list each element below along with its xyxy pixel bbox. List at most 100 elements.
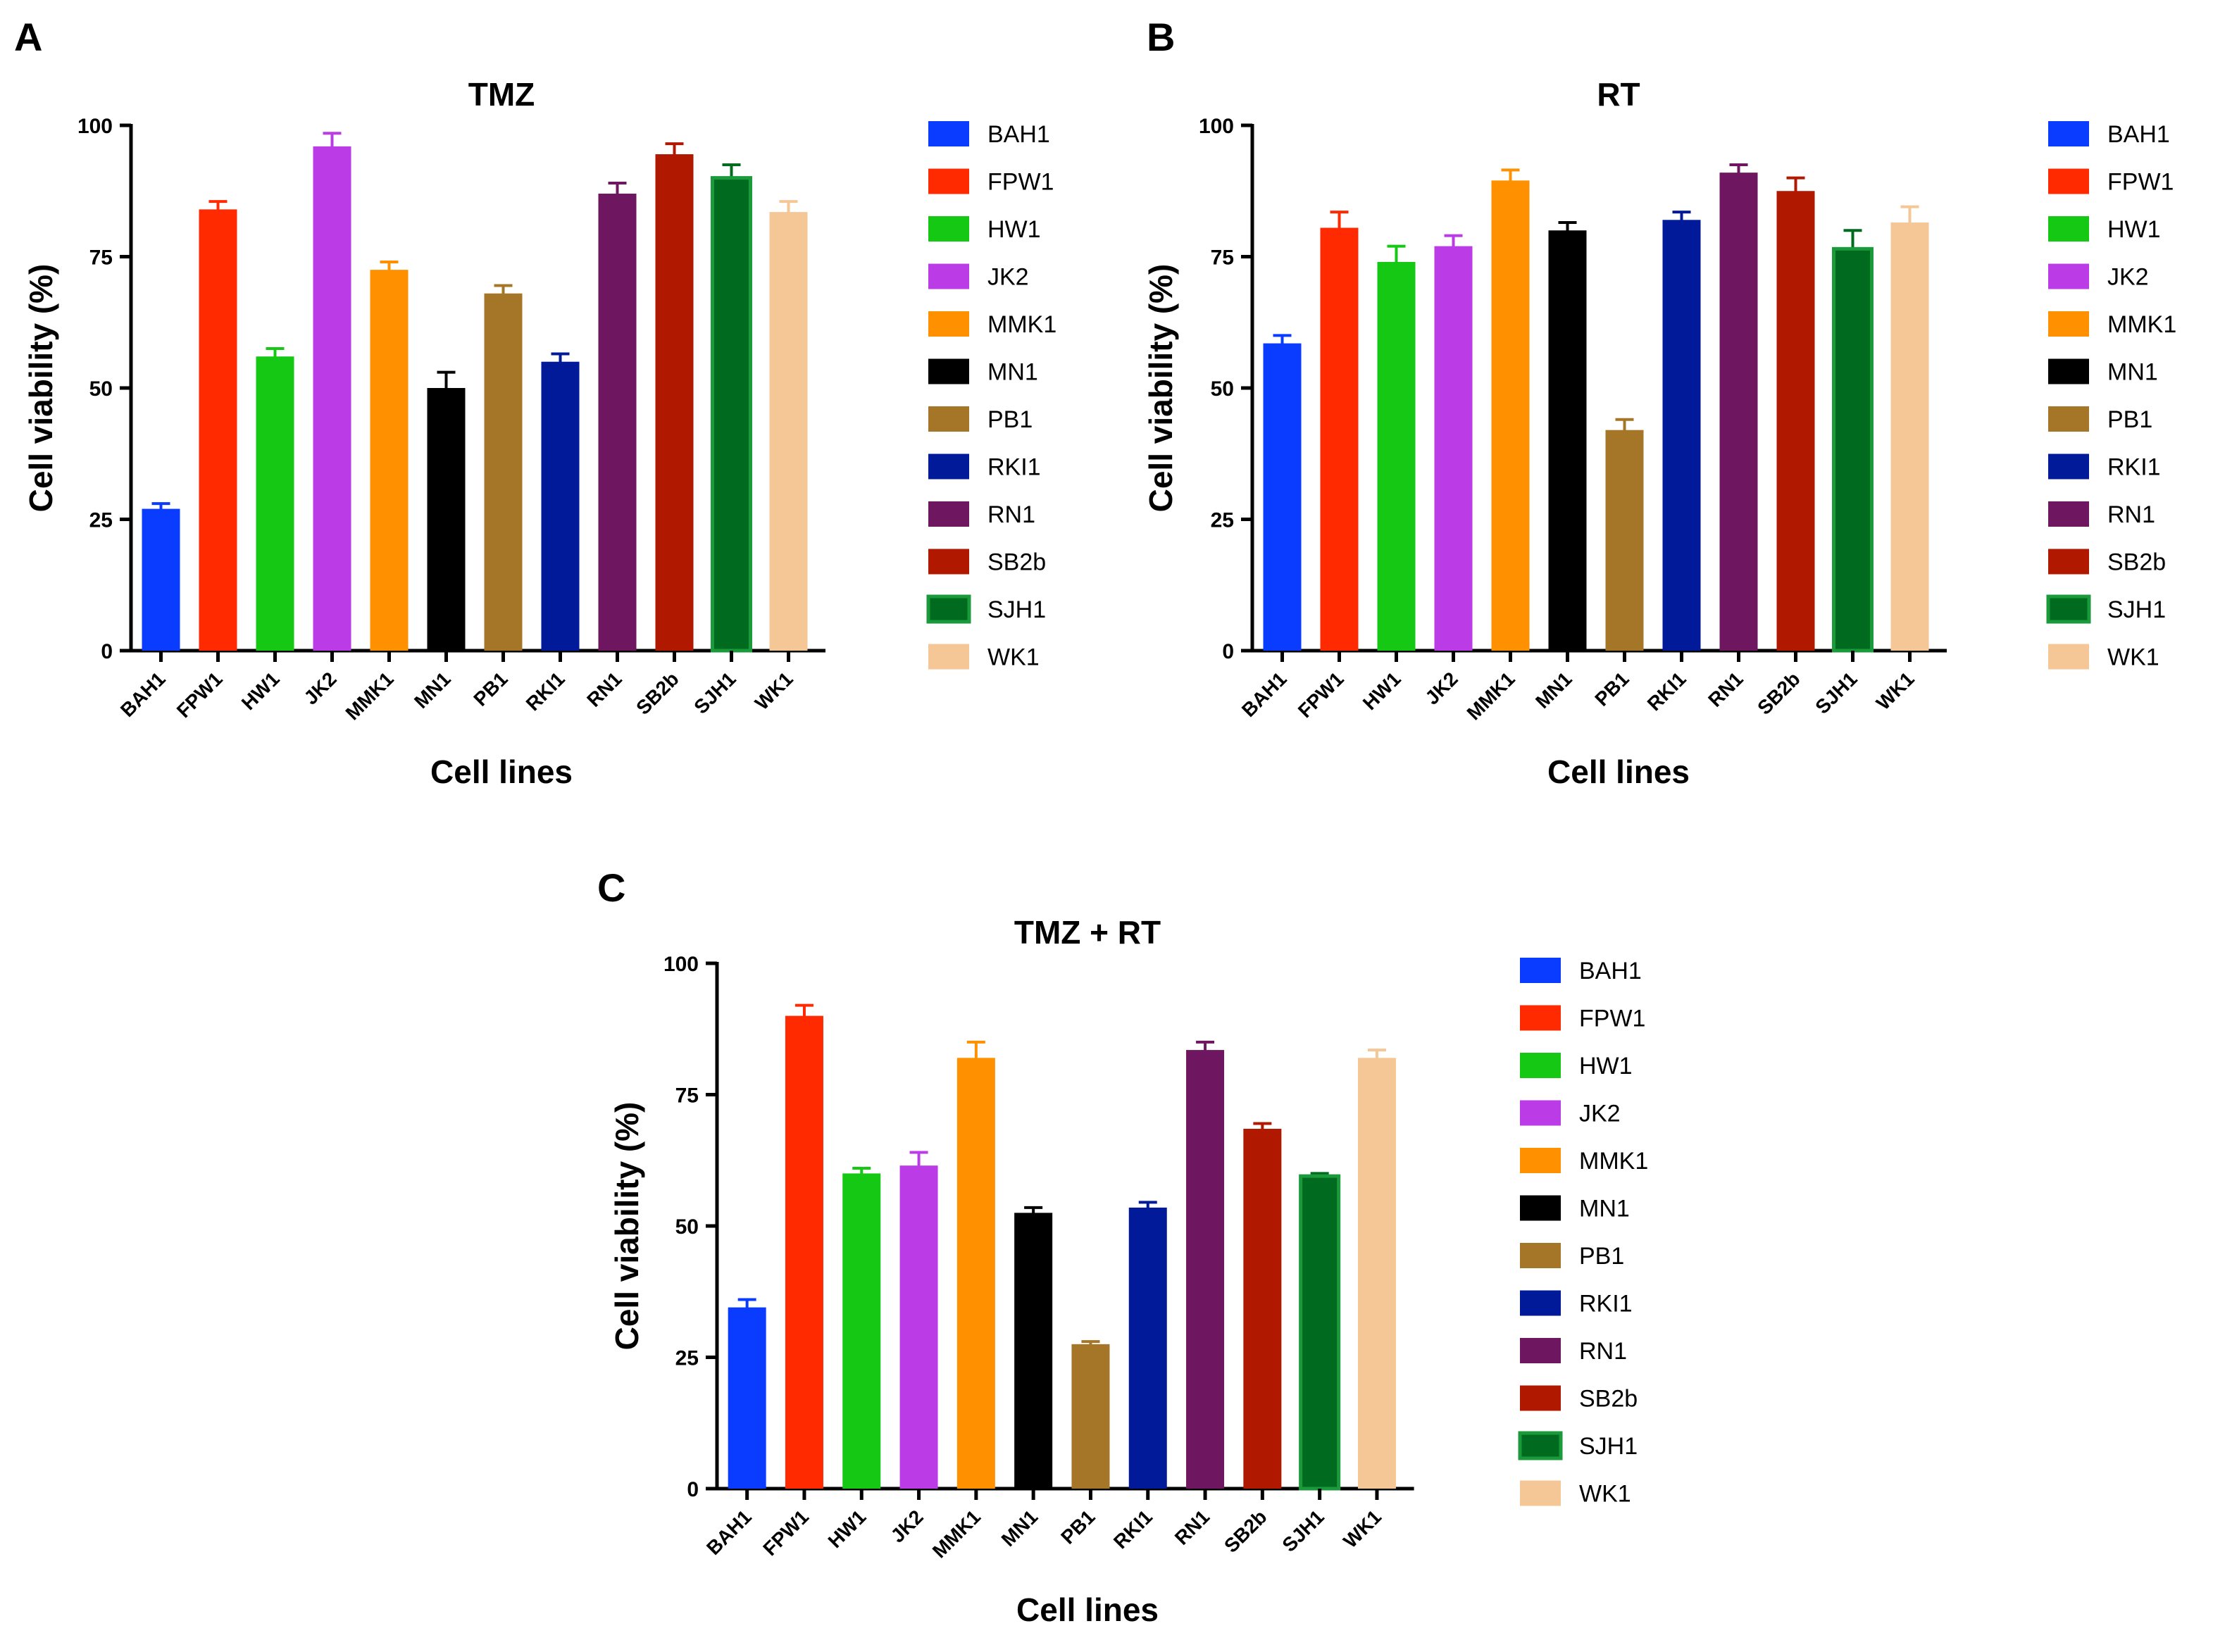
x-category-label: SB2b [632, 668, 683, 719]
x-category-label: HW1 [824, 1506, 871, 1552]
legend-label: BAH1 [1579, 958, 1642, 984]
x-category-label: MN1 [997, 1506, 1042, 1551]
legend-label: SJH1 [987, 596, 1046, 623]
legend-label: MMK1 [1579, 1148, 1648, 1175]
bar-rn1 [1186, 1050, 1225, 1489]
bar-sb2b [655, 154, 694, 651]
legend-label: WK1 [2107, 644, 2159, 671]
x-category-label: HW1 [1359, 668, 1405, 714]
x-category-label: SJH1 [1811, 668, 1861, 718]
y-axis-label: Cell viability (%) [609, 1102, 645, 1351]
legend-swatch-sjh1 [1518, 1431, 1563, 1460]
x-category-label: WK1 [1872, 668, 1919, 714]
x-category-label: PB1 [1590, 668, 1633, 710]
legend-swatch-pb1 [2048, 406, 2089, 432]
bar-sjh1 [711, 176, 752, 653]
legend-swatch-mn1 [928, 358, 969, 384]
x-category-label: MN1 [410, 668, 455, 713]
legend-swatch-rn1 [1520, 1338, 1561, 1363]
x-category-label: WK1 [751, 668, 797, 714]
bar-rki1 [1128, 1207, 1167, 1489]
legend-label: BAH1 [987, 121, 1050, 148]
bar-wk1 [769, 212, 808, 651]
legend-swatch-fpw1 [1520, 1005, 1561, 1031]
x-category-label: MMK1 [342, 668, 398, 724]
legend: BAH1 FPW1 HW1 JK2 MMK1 MN1 PB1 RKI1 RN1 SB2b SJH1 W… [2046, 121, 2176, 671]
legend-swatch-rn1 [928, 501, 969, 527]
legend-swatch-bah1 [1520, 958, 1561, 983]
bar-sb2b [1243, 1128, 1282, 1489]
y-tick-label: 100 [663, 953, 699, 976]
bar-mn1 [1014, 1213, 1053, 1489]
x-category-label: JK2 [1421, 668, 1461, 708]
legend-swatch-mn1 [2048, 358, 2089, 384]
y-tick-label: 50 [1211, 377, 1234, 401]
legend-label: HW1 [2107, 216, 2161, 243]
legend-label: RKI1 [2107, 454, 2161, 481]
x-axis-label: Cell lines [430, 753, 573, 790]
y-tick-label: 0 [687, 1478, 699, 1501]
x-category-label: RKI1 [1643, 668, 1690, 715]
x-category-label: FPW1 [1294, 668, 1348, 722]
legend-label: WK1 [1579, 1481, 1631, 1508]
x-category-label: SB2b [1753, 668, 1804, 719]
legend-swatch-bah1 [928, 121, 969, 146]
y-tick-label: 75 [89, 246, 113, 270]
legend-swatch-jk2 [2048, 263, 2089, 289]
legend-label: FPW1 [987, 169, 1054, 196]
x-category-label: RKI1 [1109, 1506, 1157, 1553]
legend-label: SB2b [2107, 549, 2166, 576]
legend-label: JK2 [987, 264, 1029, 291]
x-category-label: HW1 [237, 668, 284, 714]
legend: BAH1 FPW1 HW1 JK2 MMK1 MN1 PB1 RKI1 RN1 SB2b SJH1 W… [1518, 958, 1648, 1508]
bar-sjh1 [1299, 1174, 1341, 1491]
bar-pb1 [1605, 430, 1644, 651]
legend-swatch-jk2 [1520, 1100, 1561, 1126]
legend-label: RN1 [2107, 501, 2155, 528]
legend-label: PB1 [1579, 1243, 1624, 1270]
legend-label: RN1 [987, 501, 1035, 528]
y-tick-label: 100 [77, 115, 113, 138]
legend-label: BAH1 [2107, 121, 2170, 148]
y-tick-label: 75 [675, 1084, 699, 1108]
x-category-label: MMK1 [1463, 668, 1519, 724]
chart-title: RT [1597, 76, 1640, 113]
legend-swatch-rki1 [1520, 1290, 1561, 1316]
x-category-label: JK2 [887, 1506, 928, 1546]
x-category-label: BAH1 [1238, 668, 1291, 721]
bar-mmk1 [1491, 180, 1530, 651]
y-tick-label: 25 [1211, 509, 1234, 532]
bar-rn1 [1719, 173, 1758, 651]
x-category-label: BAH1 [702, 1506, 756, 1559]
bar-mmk1 [370, 270, 409, 651]
bar-hw1 [1377, 261, 1416, 651]
legend-swatch-sb2b [928, 549, 969, 575]
legend-label: JK2 [1579, 1101, 1621, 1127]
bar-wk1 [1357, 1058, 1396, 1489]
legend-swatch-hw1 [1520, 1053, 1561, 1078]
x-category-label: WK1 [1339, 1506, 1385, 1552]
legend-swatch-pb1 [928, 406, 969, 432]
y-tick-label: 100 [1199, 115, 1234, 138]
y-tick-label: 25 [675, 1347, 699, 1370]
bar-fpw1 [1320, 227, 1359, 651]
y-tick-label: 25 [89, 509, 113, 532]
bar-jk2 [313, 146, 351, 651]
legend-label: WK1 [987, 644, 1040, 671]
bar-pb1 [1071, 1344, 1110, 1489]
legend-swatch-sb2b [1520, 1385, 1561, 1411]
bar-rki1 [1662, 220, 1701, 651]
legend-label: HW1 [987, 216, 1041, 243]
legend-label: RKI1 [1579, 1291, 1633, 1318]
bar-sb2b [1776, 191, 1815, 651]
legend-label: MMK1 [987, 311, 1056, 338]
legend-label: HW1 [1579, 1053, 1633, 1080]
bar-rki1 [541, 361, 580, 651]
legend-swatch-hw1 [2048, 216, 2089, 242]
legend-swatch-fpw1 [928, 168, 969, 194]
legend-label: SJH1 [2107, 596, 2166, 623]
bar-mn1 [1548, 230, 1587, 651]
